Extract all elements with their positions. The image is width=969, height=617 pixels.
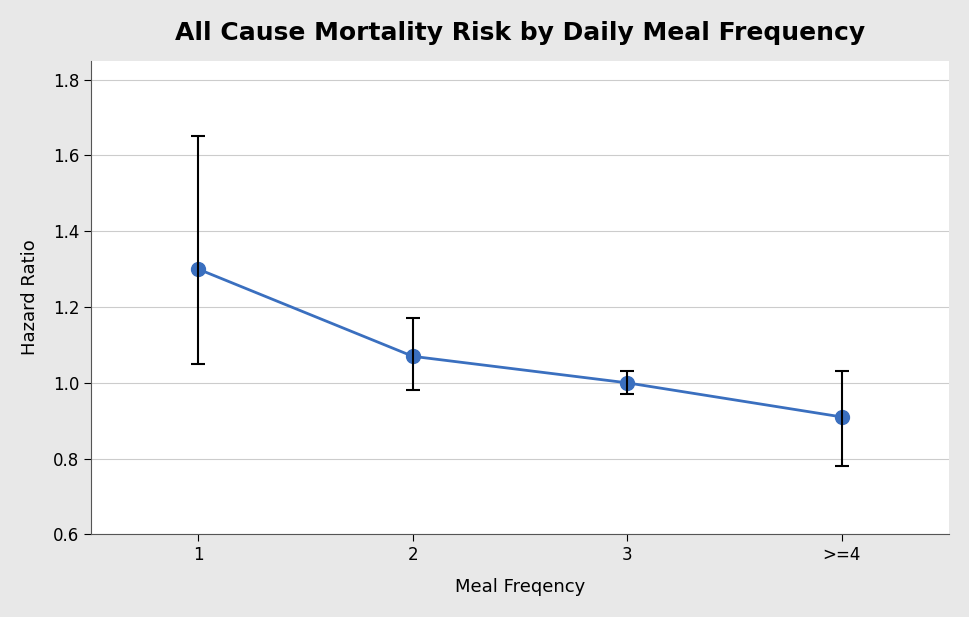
Y-axis label: Hazard Ratio: Hazard Ratio bbox=[20, 239, 39, 355]
X-axis label: Meal Freqency: Meal Freqency bbox=[454, 578, 584, 596]
Title: All Cause Mortality Risk by Daily Meal Frequency: All Cause Mortality Risk by Daily Meal F… bbox=[174, 21, 864, 45]
